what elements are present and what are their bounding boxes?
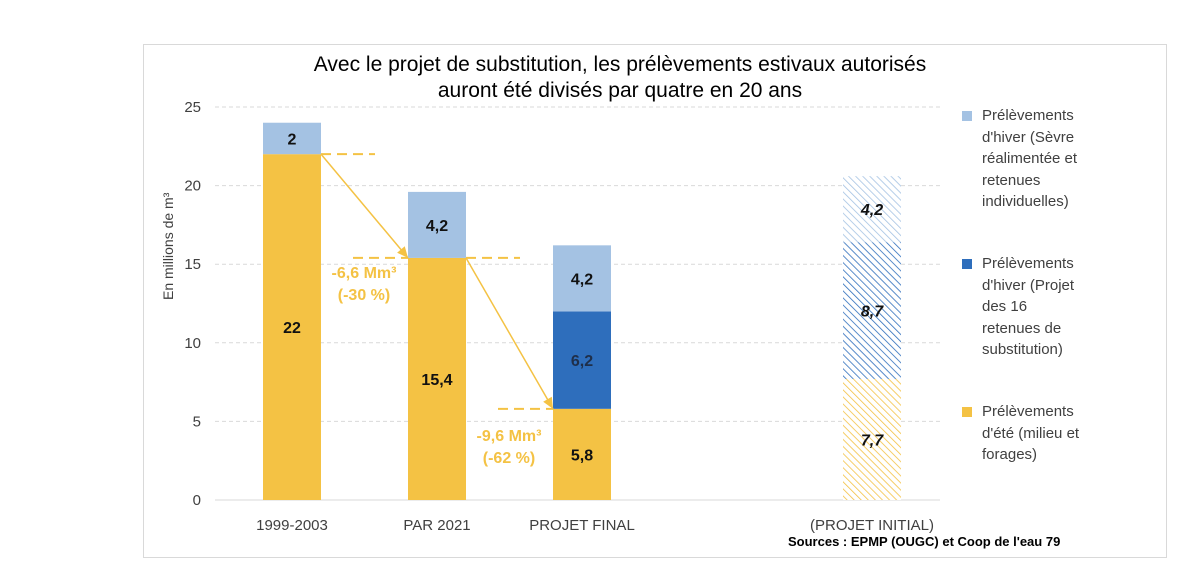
source-note: Sources : EPMP (OUGC) et Coop de l'eau 7… <box>788 534 1061 549</box>
legend-swatch <box>962 259 972 269</box>
legend-label: Prélèvements d'hiver (Sèvre réalimentée et… <box>982 107 1078 210</box>
reduction-annotation: -9,6 Mm³ <box>477 428 542 445</box>
data-label: 2 <box>288 131 297 148</box>
x-tick-label: PROJET FINAL <box>529 517 635 534</box>
legend-swatch <box>962 111 972 121</box>
y-tick-label: 10 <box>184 335 201 352</box>
bar-segment <box>263 154 321 500</box>
bar-segment <box>408 191 466 258</box>
y-tick-label: 20 <box>184 178 201 195</box>
y-tick-label: 25 <box>184 99 201 116</box>
chart-title-line-2: auront été divisés par quatre en 20 ans <box>437 79 803 102</box>
bar-segment <box>843 378 901 500</box>
data-label: 4,2 <box>426 218 448 235</box>
reduction-annotation: -6,6 Mm³ <box>332 265 397 282</box>
legend-label: Prélèvements d'été (milieu et forages) <box>982 403 1080 463</box>
bar-segment <box>553 245 611 312</box>
bar-segment <box>553 408 611 500</box>
legend-swatch <box>962 407 972 417</box>
data-label: 22 <box>283 320 301 337</box>
bar-segment <box>408 257 466 500</box>
y-tick-label: 0 <box>193 492 201 509</box>
x-tick-label: PAR 2021 <box>403 517 470 534</box>
x-tick-label: 1999-2003 <box>256 517 328 534</box>
trend-arrow-line <box>320 153 409 259</box>
bar-segment <box>263 122 321 155</box>
chart-title: Avec le projet de substitution, les prél… <box>215 52 1025 104</box>
data-label: 7,7 <box>861 432 884 449</box>
trend-arrow-head <box>397 246 408 258</box>
y-tick-label: 5 <box>193 413 201 430</box>
trend-arrow-line <box>465 257 554 410</box>
reduction-annotation: (-30 %) <box>338 287 390 304</box>
data-label: 6,2 <box>571 353 593 370</box>
bar-segment <box>843 242 901 379</box>
data-label: 4,2 <box>860 202 883 219</box>
data-label: 4,2 <box>571 271 593 288</box>
trend-arrow-head <box>543 396 553 409</box>
data-label: 15,4 <box>421 372 452 389</box>
data-label: 5,8 <box>571 447 593 464</box>
legend-label: Prélèvements d'hiver (Projet des 16 retenue… <box>982 255 1075 358</box>
x-tick-label: (PROJET INITIAL) <box>810 517 934 534</box>
data-label: 8,7 <box>861 304 884 321</box>
chart-title-line-1: Avec le projet de substitution, les prél… <box>313 53 927 76</box>
y-tick-label: 15 <box>184 256 201 273</box>
reduction-annotation: (-62 %) <box>483 450 535 467</box>
bar-segment <box>843 176 901 243</box>
bar-segment <box>553 311 611 409</box>
